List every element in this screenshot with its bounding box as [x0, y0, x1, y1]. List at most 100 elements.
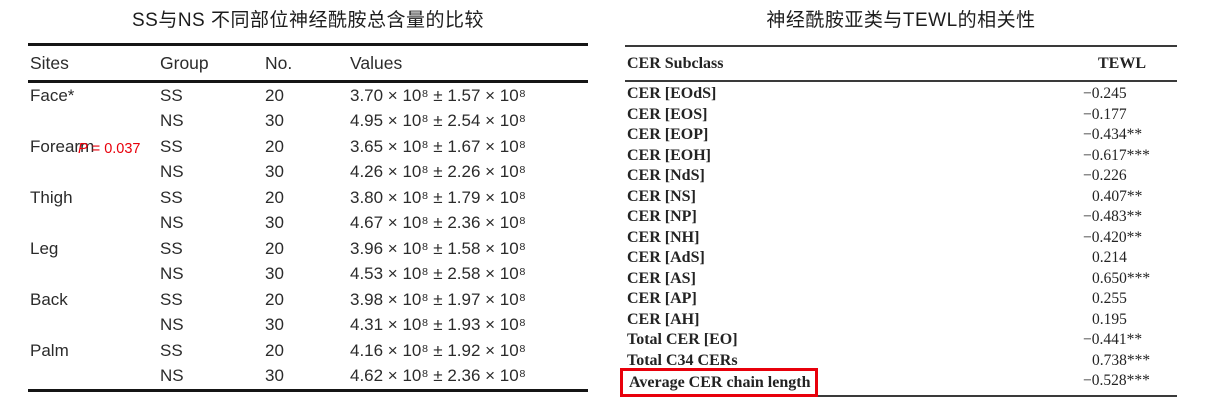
table-row: CER [EOP] −0.434**: [625, 125, 1177, 146]
group-cell: NS: [160, 162, 184, 181]
no-cell: 30: [265, 315, 284, 334]
left-table-title: SS与NS 不同部位神经酰胺总含量的比较: [131, 10, 485, 31]
no-cell: 30: [265, 264, 284, 283]
group-cell: NS: [160, 366, 184, 385]
table-row: Palm SS 20 4.16 × 10⁸ ± 1.92 × 10⁸: [28, 338, 588, 364]
right-table-body: CER [EOdS] −0.245 CER [EOS] −0.177 CER [EOP]…: [620, 82, 1177, 397]
tewl-value-cell: −0.434**: [1083, 126, 1143, 143]
table-row: NS 30 4.67 × 10⁸ ± 2.36 × 10⁸: [28, 210, 588, 236]
right-table-title: 神经酰胺亚类与TEWL的相关性: [766, 10, 1036, 31]
tewl-value-cell: −0.177: [1083, 105, 1127, 123]
group-cell: SS: [160, 289, 183, 309]
table-row: CER [EOdS] −0.245: [625, 84, 1177, 105]
table-row: CER [EOS] −0.177: [625, 105, 1177, 126]
header-group: Group: [160, 53, 209, 73]
tewl-value-cell: −0.617***: [1083, 146, 1150, 164]
subclass-cell: CER [AdS]: [627, 249, 705, 266]
table-row: NS 30 4.31 × 10⁸ ± 1.93 × 10⁸: [28, 312, 588, 338]
table-row: Thigh SS 20 3.80 × 10⁸ ± 1.79 × 10⁸: [28, 185, 588, 211]
subclass-cell: CER [NH]: [627, 228, 700, 246]
tewl-value-cell: 0.650***: [1092, 269, 1151, 287]
group-cell: SS: [160, 238, 183, 258]
table-row: CER [AP] 0.255: [625, 289, 1177, 310]
table-row: NS 30 4.53 × 10⁸ ± 2.58 × 10⁸: [28, 261, 588, 287]
subclass-cell: Total CER [EO]: [627, 331, 738, 348]
table-row: CER [AdS] 0.214: [625, 248, 1177, 269]
value-cell: 4.16 × 10⁸ ± 1.92 × 10⁸: [350, 340, 526, 360]
no-cell: 30: [265, 111, 284, 130]
value-cell: 3.96 × 10⁸ ± 1.58 × 10⁸: [350, 238, 526, 258]
subclass-cell: CER [AH]: [627, 310, 700, 328]
no-cell: 20: [265, 136, 284, 156]
table-row: CER [AS] 0.650***: [625, 269, 1177, 290]
tewl-value-cell: −0.420**: [1083, 228, 1143, 246]
p-value-annotation: P = 0.037: [78, 141, 140, 157]
right-table-header-row: CER Subclass TEWL: [625, 47, 1177, 80]
group-cell: NS: [160, 315, 184, 334]
site-cell: Forearm: [30, 136, 95, 156]
group-cell: NS: [160, 264, 184, 283]
tewl-value-cell: −0.528***: [1083, 372, 1150, 389]
subclass-cell: CER [EOH]: [627, 146, 711, 164]
left-table-body: Face* SS 20 3.70 × 10⁸ ± 1.57 × 10⁸ NS 30 4.95…: [28, 83, 588, 389]
tewl-value-cell: −0.441**: [1083, 331, 1143, 348]
group-cell: SS: [160, 136, 183, 156]
subclass-cell: CER [NS]: [627, 187, 696, 205]
group-cell: NS: [160, 111, 184, 130]
subclass-cell: CER [AP]: [627, 290, 697, 307]
header-no: No.: [265, 53, 293, 73]
no-cell: 20: [265, 85, 284, 105]
left-table-header-row: Sites Group No. Values: [28, 46, 588, 80]
header-tewl: TEWL: [1098, 55, 1147, 72]
subclass-cell: CER [EOS]: [627, 105, 708, 123]
table-row: CER [EOH] −0.617***: [625, 146, 1177, 167]
no-cell: 30: [265, 213, 284, 232]
header-values: Values: [350, 53, 403, 73]
table-row: Leg SS 20 3.96 × 10⁸ ± 1.58 × 10⁸: [28, 236, 588, 262]
table-row: Average CER chain length −0.528***: [620, 368, 1177, 397]
left-table-top-rule: [28, 43, 588, 46]
right-table-header-rule: [625, 80, 1177, 82]
no-cell: 20: [265, 289, 284, 309]
value-cell: 4.31 × 10⁸ ± 1.93 × 10⁸: [350, 315, 526, 334]
no-cell: 30: [265, 366, 284, 385]
value-cell: 3.80 × 10⁸ ± 1.79 × 10⁸: [350, 187, 526, 207]
header-cer-subclass: CER Subclass: [627, 55, 724, 72]
value-cell: 4.95 × 10⁸ ± 2.54 × 10⁸: [350, 111, 526, 130]
subclass-cell: CER [EOP]: [627, 126, 709, 143]
value-cell: 4.62 × 10⁸ ± 2.36 × 10⁸: [350, 366, 526, 385]
subclass-cell: CER [EOdS]: [627, 85, 717, 102]
group-cell: NS: [160, 213, 184, 232]
table-row: NS 30 4.26 × 10⁸ ± 2.26 × 10⁸: [28, 159, 588, 185]
site-cell: Leg: [30, 238, 59, 258]
tewl-value-cell: 0.195: [1092, 310, 1127, 328]
no-cell: 30: [265, 162, 284, 181]
subclass-cell: CER [AS]: [627, 269, 696, 287]
table-row: CER [NH] −0.420**: [625, 228, 1177, 249]
table-row: Back SS 20 3.98 × 10⁸ ± 1.97 × 10⁸: [28, 287, 588, 313]
site-cell: Face*: [30, 85, 75, 105]
table-row: CER [NdS] −0.226: [625, 166, 1177, 187]
tewl-value-cell: 0.255: [1092, 290, 1127, 307]
no-cell: 20: [265, 340, 284, 360]
table-row: Total C34 CERs 0.738***: [625, 351, 1177, 372]
group-cell: SS: [160, 85, 183, 105]
subclass-cell: Total C34 CERs: [627, 351, 738, 369]
subclass-cell: CER [NP]: [627, 208, 697, 225]
p-value-letter: P: [78, 140, 88, 157]
table-row: NS 30 4.62 × 10⁸ ± 2.36 × 10⁸: [28, 363, 588, 389]
subclass-cell: CER [NdS]: [627, 167, 705, 184]
value-cell: 4.26 × 10⁸ ± 2.26 × 10⁸: [350, 162, 526, 181]
tewl-value-cell: −0.245: [1083, 85, 1127, 102]
left-table-bottom-rule: [28, 388, 588, 392]
right-table-top-rule: [625, 45, 1177, 47]
site-cell: Thigh: [30, 187, 73, 207]
table-row: NS 30 4.95 × 10⁸ ± 2.54 × 10⁸: [28, 108, 588, 134]
right-table: CER Subclass TEWL CER [EOdS] −0.245 CER [E…: [620, 45, 1177, 397]
table-row: CER [NP] −0.483**: [625, 207, 1177, 228]
right-table-bottom-rule: [625, 394, 1177, 397]
site-cell: Back: [30, 289, 68, 309]
tewl-value-cell: 0.214: [1092, 249, 1127, 266]
table-row: CER [NS] 0.407**: [625, 187, 1177, 208]
